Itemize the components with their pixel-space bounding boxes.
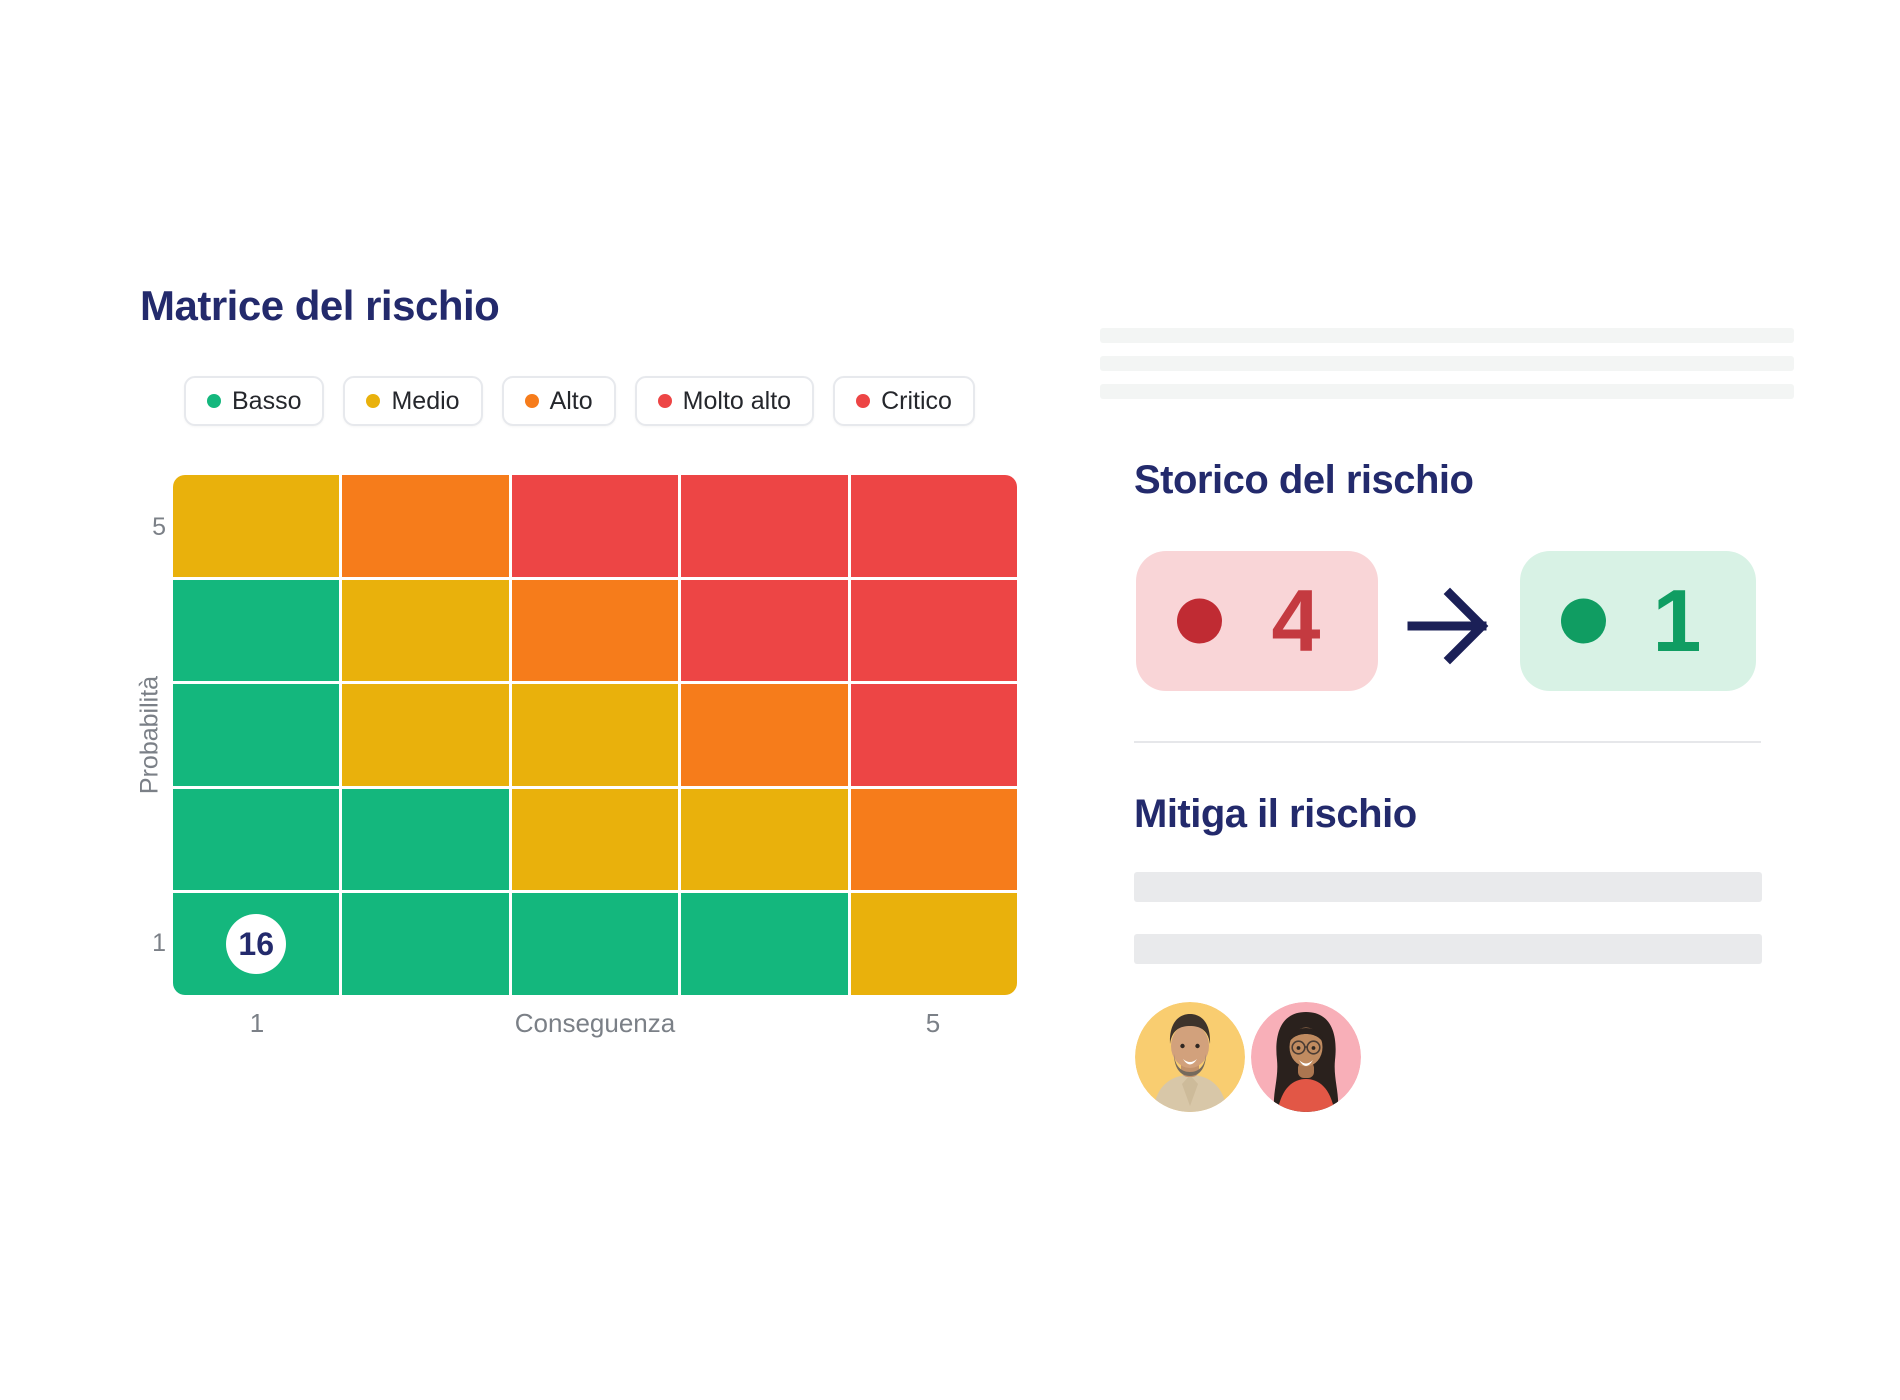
matrix-cell-p5-c2[interactable] (342, 475, 509, 577)
section-divider (1134, 741, 1761, 743)
matrix-cell-p2-c2[interactable] (342, 788, 509, 891)
legend-chip-critico[interactable]: Critico (833, 376, 975, 426)
legend-dot-critico (856, 394, 871, 408)
matrix-cell-p1-c3[interactable] (511, 893, 679, 995)
legend-chip-medio[interactable]: Medio (343, 376, 483, 426)
risk-legend: Basso Medio Alto Molto alto Critico (184, 376, 975, 426)
matrix-cell-p5-c1[interactable] (173, 475, 340, 577)
legend-chip-alto[interactable]: Alto (501, 376, 616, 426)
legend-dot-medio (366, 394, 381, 408)
placeholder-text-line (1134, 934, 1762, 964)
matrix-cell-p5-c3[interactable] (511, 475, 679, 577)
watermark-stripe (1100, 328, 1794, 343)
legend-dot-alto (524, 394, 539, 408)
risk-score-before-value: 4 (1271, 571, 1321, 670)
matrix-title: Matrice del rischio (140, 282, 500, 329)
matrix-cell-p3-c1[interactable] (173, 684, 340, 786)
matrix-cell-p2-c3[interactable] (511, 788, 679, 891)
risk-level-dot-green (1561, 598, 1606, 644)
matrix-cell-p4-c1[interactable] (173, 579, 340, 682)
assignee-avatars (1135, 1002, 1365, 1114)
legend-chip-basso[interactable]: Basso (184, 376, 325, 426)
history-title: Storico del rischio (1134, 458, 1474, 502)
legend-dot-basso (207, 394, 221, 408)
risk-score-before-badge: 4 (1136, 551, 1378, 691)
risk-level-dot-red (1177, 598, 1222, 644)
matrix-cell-p5-c5[interactable] (850, 475, 1017, 577)
matrix-cell-p3-c2[interactable] (342, 684, 509, 786)
y-tick-max: 5 (152, 513, 166, 541)
matrix-cell-p2-c5[interactable] (850, 788, 1017, 891)
matrix-cell-p1-c2[interactable] (342, 893, 509, 995)
y-tick-min: 1 (152, 929, 166, 957)
watermark-stripe (1100, 384, 1794, 399)
matrix-cell-p1-c5[interactable] (850, 893, 1017, 995)
matrix-cell-p4-c4[interactable] (681, 579, 848, 682)
placeholder-text-line (1134, 872, 1762, 902)
y-axis-label: Probabilità (135, 675, 164, 795)
matrix-cell-p1-c1[interactable]: 16 (173, 893, 340, 995)
watermark-stripe (1100, 356, 1794, 371)
risk-score-after-value: 1 (1652, 571, 1702, 670)
matrix-cell-p1-c4[interactable] (681, 893, 848, 995)
avatar-female-member[interactable] (1251, 1002, 1361, 1112)
legend-label: Medio (391, 386, 460, 415)
legend-dot-molto_alto (657, 394, 672, 408)
x-tick-max: 5 (925, 1008, 941, 1038)
faded-watermark-stripes (1100, 328, 1794, 412)
legend-chip-molto-alto[interactable]: Molto alto (634, 376, 815, 426)
matrix-cell-p4-c5[interactable] (850, 579, 1017, 682)
risk-count-badge: 16 (226, 914, 287, 975)
legend-label: Basso (232, 386, 302, 415)
matrix-cell-p4-c3[interactable] (511, 579, 679, 682)
matrix-cell-p3-c3[interactable] (511, 684, 679, 786)
risk-score-after-badge: 1 (1520, 551, 1756, 691)
matrix-cell-p4-c2[interactable] (342, 579, 509, 682)
matrix-cell-p2-c1[interactable] (173, 788, 340, 891)
arrow-right-icon (1407, 587, 1489, 665)
legend-label: Critico (881, 386, 952, 415)
matrix-cell-p2-c4[interactable] (681, 788, 848, 891)
matrix-cell-p3-c5[interactable] (850, 684, 1017, 786)
risk-matrix-grid: 16 (173, 475, 1017, 995)
legend-label: Molto alto (682, 386, 792, 415)
avatar-male-member[interactable] (1135, 1002, 1245, 1112)
x-tick-min: 1 (249, 1008, 265, 1038)
matrix-cell-p3-c4[interactable] (681, 684, 848, 786)
legend-label: Alto (549, 386, 593, 415)
mitigate-title: Mitiga il rischio (1134, 792, 1417, 836)
matrix-cell-p5-c4[interactable] (681, 475, 848, 577)
x-axis-label: Conseguenza (514, 1008, 676, 1038)
